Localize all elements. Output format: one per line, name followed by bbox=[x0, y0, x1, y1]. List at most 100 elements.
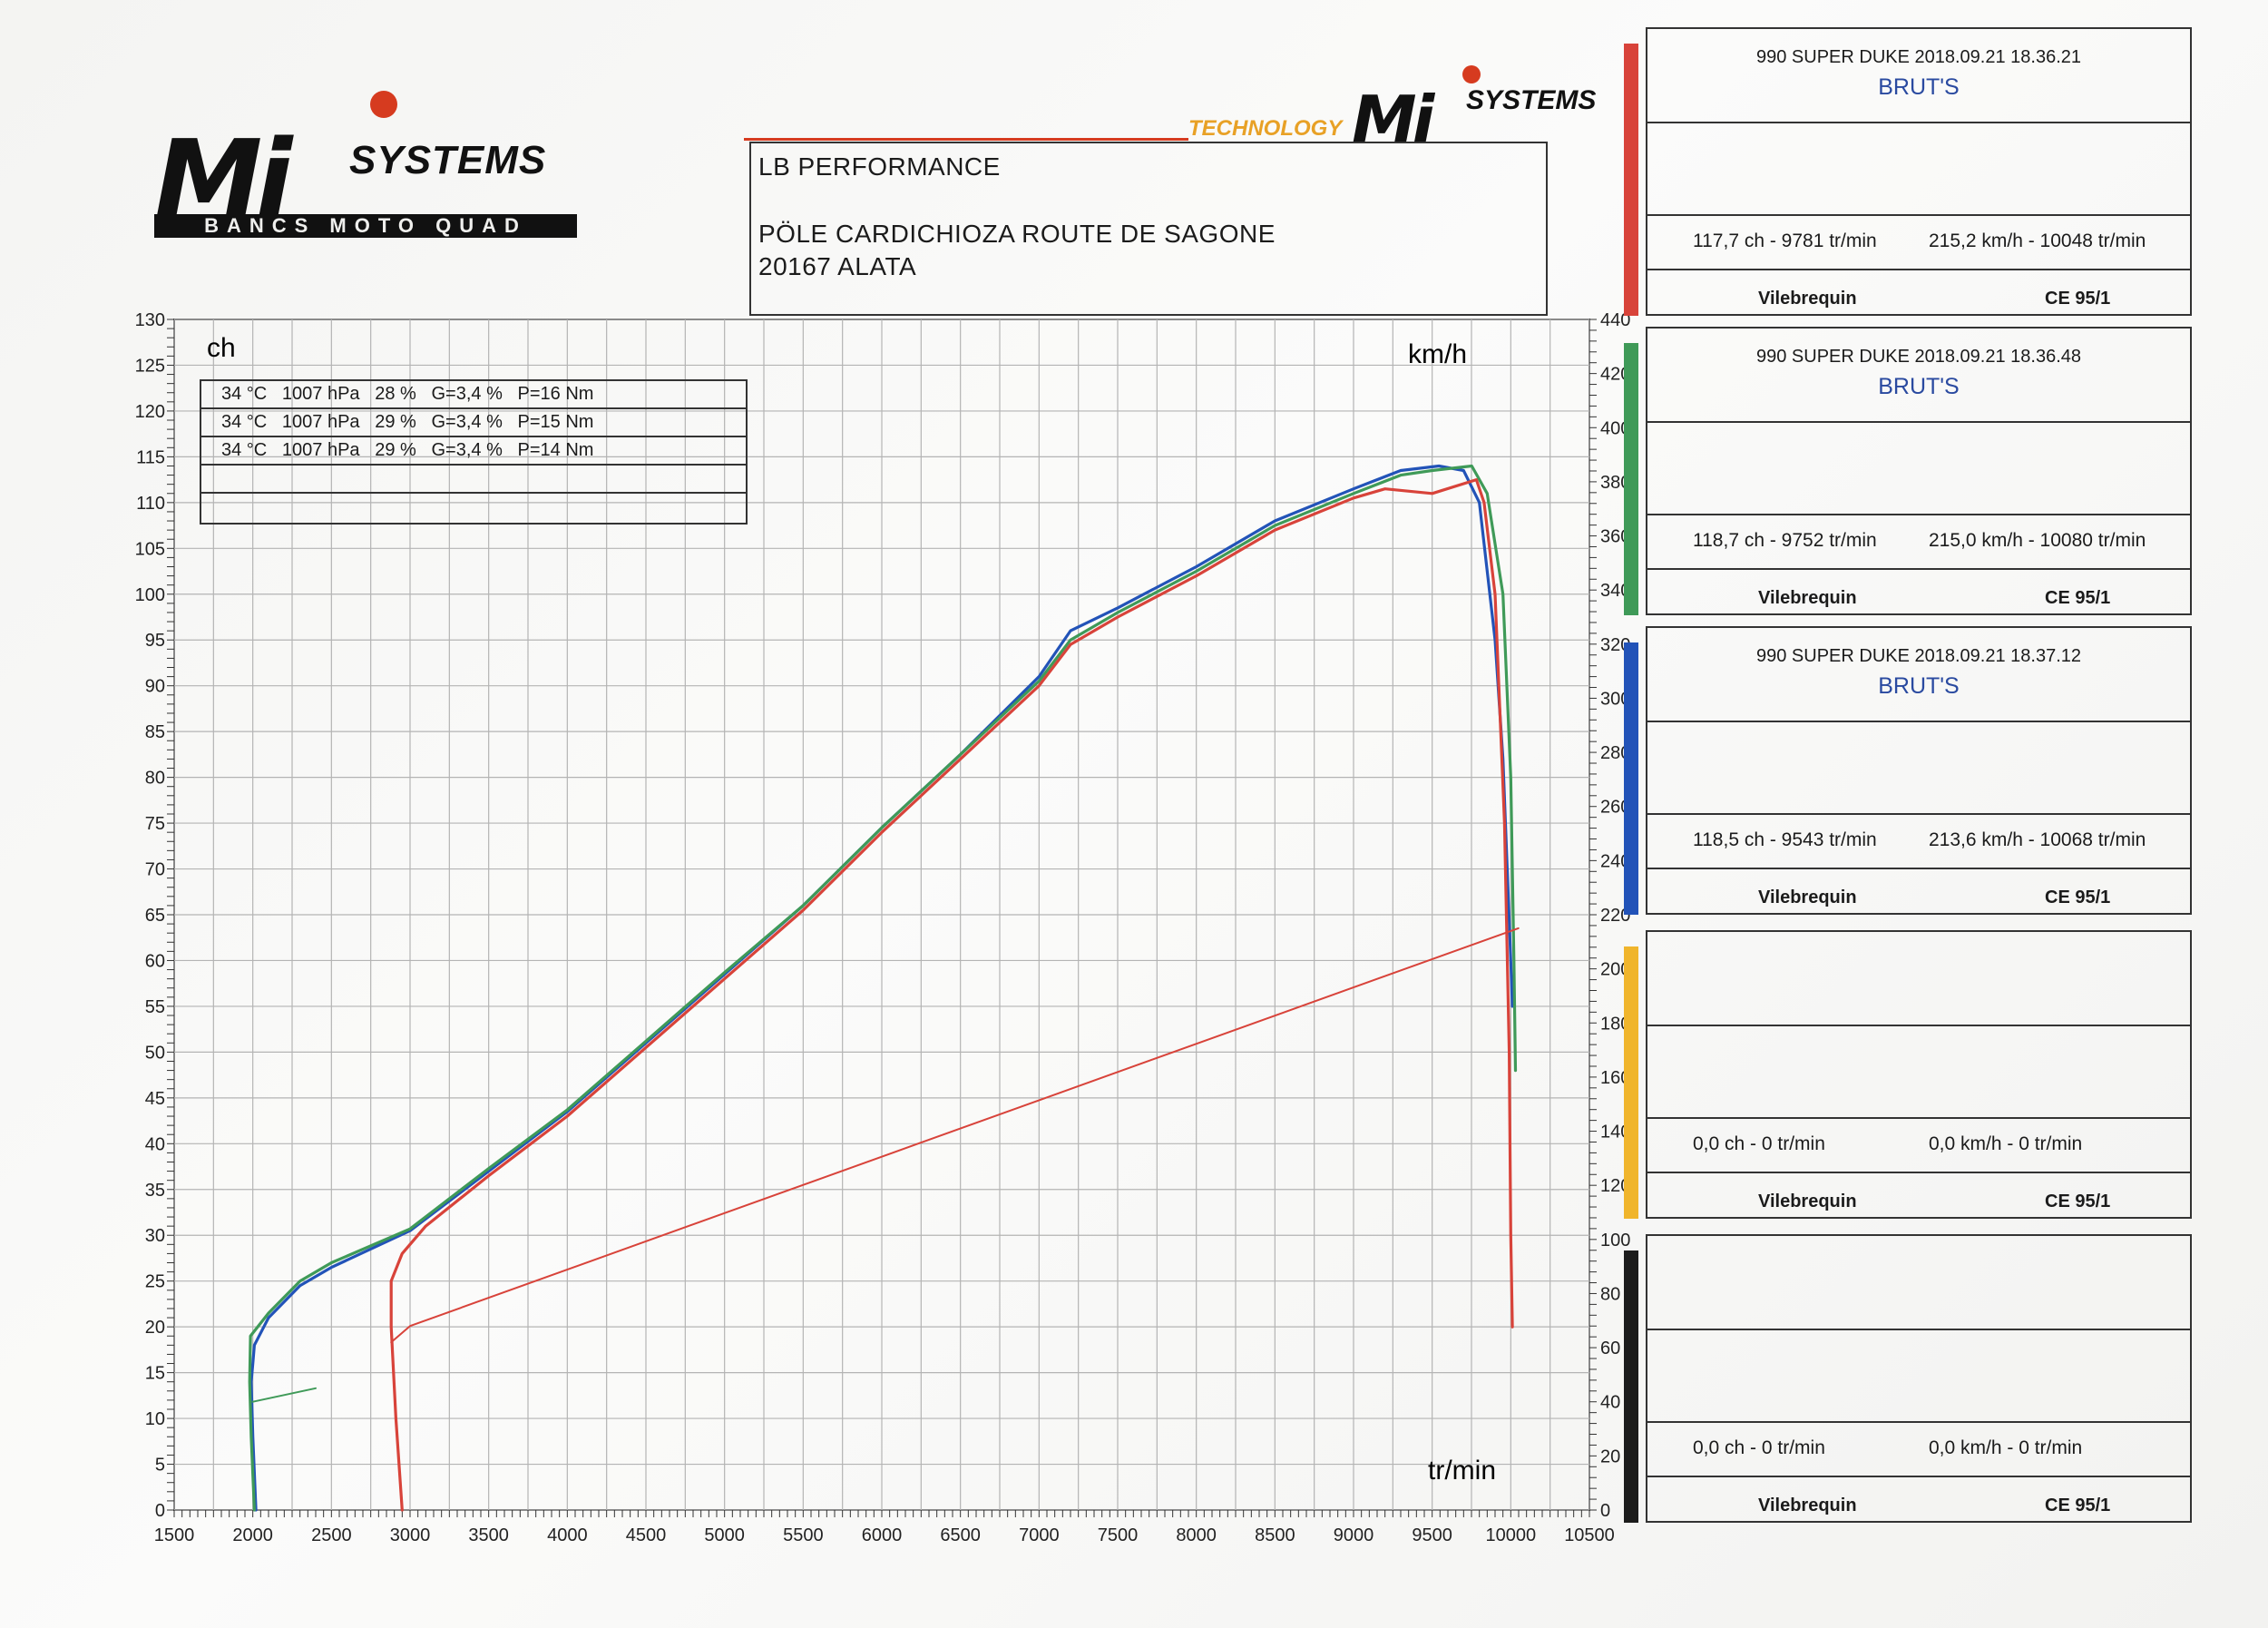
run-box: 0,0 ch - 0 tr/min 0,0 km/h - 0 tr/min Vile… bbox=[1646, 930, 2192, 1219]
run-color-bar bbox=[1624, 946, 1638, 1219]
divider bbox=[1647, 421, 2190, 423]
series-line-1 bbox=[248, 464, 1518, 1512]
y-right-label: km/h bbox=[1408, 339, 1467, 369]
run-label: BRUT'S bbox=[1878, 74, 1960, 100]
run-title: 990 SUPER DUKE 2018.09.21 18.36.21 bbox=[1755, 47, 2082, 67]
y-left-tick-label: 95 bbox=[145, 631, 165, 651]
y-right-tick-label: 400 bbox=[1600, 418, 1630, 438]
y-left-tick-label: 70 bbox=[145, 860, 165, 880]
logo-rule bbox=[744, 138, 1188, 141]
divider bbox=[1647, 1172, 2190, 1173]
y-left-tick-label: 105 bbox=[135, 539, 165, 559]
run-power: 118,5 ch - 9543 tr/min bbox=[1693, 829, 1877, 850]
y-right-tick-label: 0 bbox=[1600, 1501, 1610, 1521]
y-left-tick-label: 5 bbox=[155, 1456, 165, 1476]
conditions-row: 34 °C 1007 hPa 28 % G=3,4 % P=16 Nm bbox=[201, 381, 746, 409]
y-left-tick-label: 90 bbox=[145, 677, 165, 697]
run-color-bar bbox=[1624, 642, 1638, 915]
run-label: BRUT'S bbox=[1878, 673, 1960, 699]
run-footer-right: CE 95/1 bbox=[2045, 588, 2111, 608]
divider bbox=[1647, 568, 2190, 570]
divider bbox=[1647, 1476, 2190, 1477]
logo-tagline: TECHNOLOGY bbox=[1188, 116, 1343, 141]
divider bbox=[1647, 1117, 2190, 1119]
y-left-tick-label: 65 bbox=[145, 906, 165, 926]
run-speed: 215,0 km/h - 10080 tr/min bbox=[1929, 530, 2146, 551]
chart-series bbox=[248, 464, 1520, 1512]
y-right-tick-label: 160 bbox=[1600, 1068, 1630, 1088]
y-left-tick-label: 0 bbox=[155, 1501, 165, 1521]
run-footer-right: CE 95/1 bbox=[2045, 1496, 2111, 1515]
y-right-tick-label: 320 bbox=[1600, 635, 1630, 655]
y-right-tick-label: 240 bbox=[1600, 851, 1630, 871]
run-panel: 0,0 ch - 0 tr/min 0,0 km/h - 0 tr/min Vile… bbox=[1624, 1234, 2192, 1525]
x-tick-label: 7000 bbox=[1019, 1525, 1060, 1545]
y-left-tick-label: 35 bbox=[145, 1181, 165, 1201]
run-speed: 213,6 km/h - 10068 tr/min bbox=[1929, 829, 2146, 850]
run-power: 118,7 ch - 9752 tr/min bbox=[1693, 530, 1877, 551]
y-right-tick-label: 120 bbox=[1600, 1176, 1630, 1196]
y-right-tick-label: 20 bbox=[1600, 1447, 1620, 1466]
divider bbox=[1647, 1421, 2190, 1423]
y-left-tick-label: 10 bbox=[145, 1409, 165, 1429]
x-tick-label: 10000 bbox=[1486, 1525, 1537, 1545]
divider bbox=[1647, 269, 2190, 270]
x-tick-label: 9500 bbox=[1412, 1525, 1452, 1545]
run-power: 117,7 ch - 9781 tr/min bbox=[1693, 230, 1877, 251]
y-right-tick-label: 260 bbox=[1600, 798, 1630, 818]
run-panel: 990 SUPER DUKE 2018.09.21 18.36.48 BRUT'S… bbox=[1624, 327, 2192, 617]
run-footer-left: Vilebrequin bbox=[1758, 289, 1857, 309]
divider bbox=[1647, 514, 2190, 515]
address-company: LB PERFORMANCE bbox=[758, 152, 1001, 181]
logo-dot-icon bbox=[370, 91, 397, 118]
y-left-tick-label: 130 bbox=[135, 310, 165, 330]
run-box: 990 SUPER DUKE 2018.09.21 18.37.12 BRUT'S… bbox=[1646, 626, 2192, 915]
series-line-2 bbox=[389, 478, 1514, 1512]
y-left-tick-label: 45 bbox=[145, 1089, 165, 1109]
y-left-tick-label: 85 bbox=[145, 722, 165, 742]
conditions-row: 34 °C 1007 hPa 29 % G=3,4 % P=14 Nm bbox=[201, 437, 746, 466]
y-right-tick-label: 200 bbox=[1600, 960, 1630, 980]
y-right-tick-label: 140 bbox=[1600, 1123, 1630, 1143]
y-right-tick-label: 60 bbox=[1600, 1339, 1620, 1358]
y-right-tick-label: 440 bbox=[1600, 310, 1630, 330]
y-right-tick-label: 220 bbox=[1600, 906, 1630, 926]
x-tick-label: 2500 bbox=[311, 1525, 352, 1545]
y-left-tick-label: 100 bbox=[135, 585, 165, 605]
run-label: BRUT'S bbox=[1878, 374, 1960, 399]
x-axis-label: tr/min bbox=[1428, 1456, 1496, 1486]
x-tick-label: 6500 bbox=[940, 1525, 981, 1545]
address-box: LB PERFORMANCE PÖLE CARDICHIOZA ROUTE DE… bbox=[749, 142, 1548, 316]
x-tick-label: 10500 bbox=[1564, 1525, 1615, 1545]
series-line-4 bbox=[390, 927, 1520, 1344]
run-color-bar bbox=[1624, 343, 1638, 615]
y-left-tick-label: 15 bbox=[145, 1364, 165, 1384]
x-tick-label: 9000 bbox=[1334, 1525, 1374, 1545]
run-panel: 990 SUPER DUKE 2018.09.21 18.36.21 BRUT'S… bbox=[1624, 27, 2192, 318]
run-power: 0,0 ch - 0 tr/min bbox=[1693, 1133, 1825, 1154]
y-left-label: ch bbox=[207, 333, 236, 363]
address-street: PÖLE CARDICHIOZA ROUTE DE SAGONE bbox=[758, 220, 1276, 248]
run-speed: 215,2 km/h - 10048 tr/min bbox=[1929, 230, 2146, 251]
y-left-tick-label: 40 bbox=[145, 1134, 165, 1154]
y-left-tick-label: 120 bbox=[135, 402, 165, 422]
y-left-tick-label: 25 bbox=[145, 1272, 165, 1292]
logo-mark-small: Mi bbox=[1352, 82, 1434, 158]
conditions-row bbox=[201, 466, 746, 494]
y-left-tick-label: 125 bbox=[135, 356, 165, 376]
y-left-tick-label: 110 bbox=[136, 494, 165, 514]
y-left-tick-label: 75 bbox=[145, 814, 165, 834]
run-footer-right: CE 95/1 bbox=[2045, 289, 2111, 309]
divider bbox=[1647, 721, 2190, 722]
y-left-tick-label: 55 bbox=[145, 997, 165, 1017]
y-right-tick-label: 340 bbox=[1600, 581, 1630, 601]
run-color-bar bbox=[1624, 44, 1638, 316]
y-right-tick-label: 360 bbox=[1600, 527, 1630, 547]
y-right-tick-label: 300 bbox=[1600, 689, 1630, 709]
y-right-tick-label: 80 bbox=[1600, 1284, 1620, 1304]
mi-systems-technology-logo: TECHNOLOGY Mi SYSTEMS bbox=[744, 64, 1596, 158]
run-title: 990 SUPER DUKE 2018.09.21 18.36.48 bbox=[1755, 347, 2082, 367]
run-box: 990 SUPER DUKE 2018.09.21 18.36.48 BRUT'S… bbox=[1646, 327, 2192, 615]
run-title: 990 SUPER DUKE 2018.09.21 18.37.12 bbox=[1755, 646, 2082, 666]
y-left-tick-label: 50 bbox=[145, 1043, 165, 1063]
